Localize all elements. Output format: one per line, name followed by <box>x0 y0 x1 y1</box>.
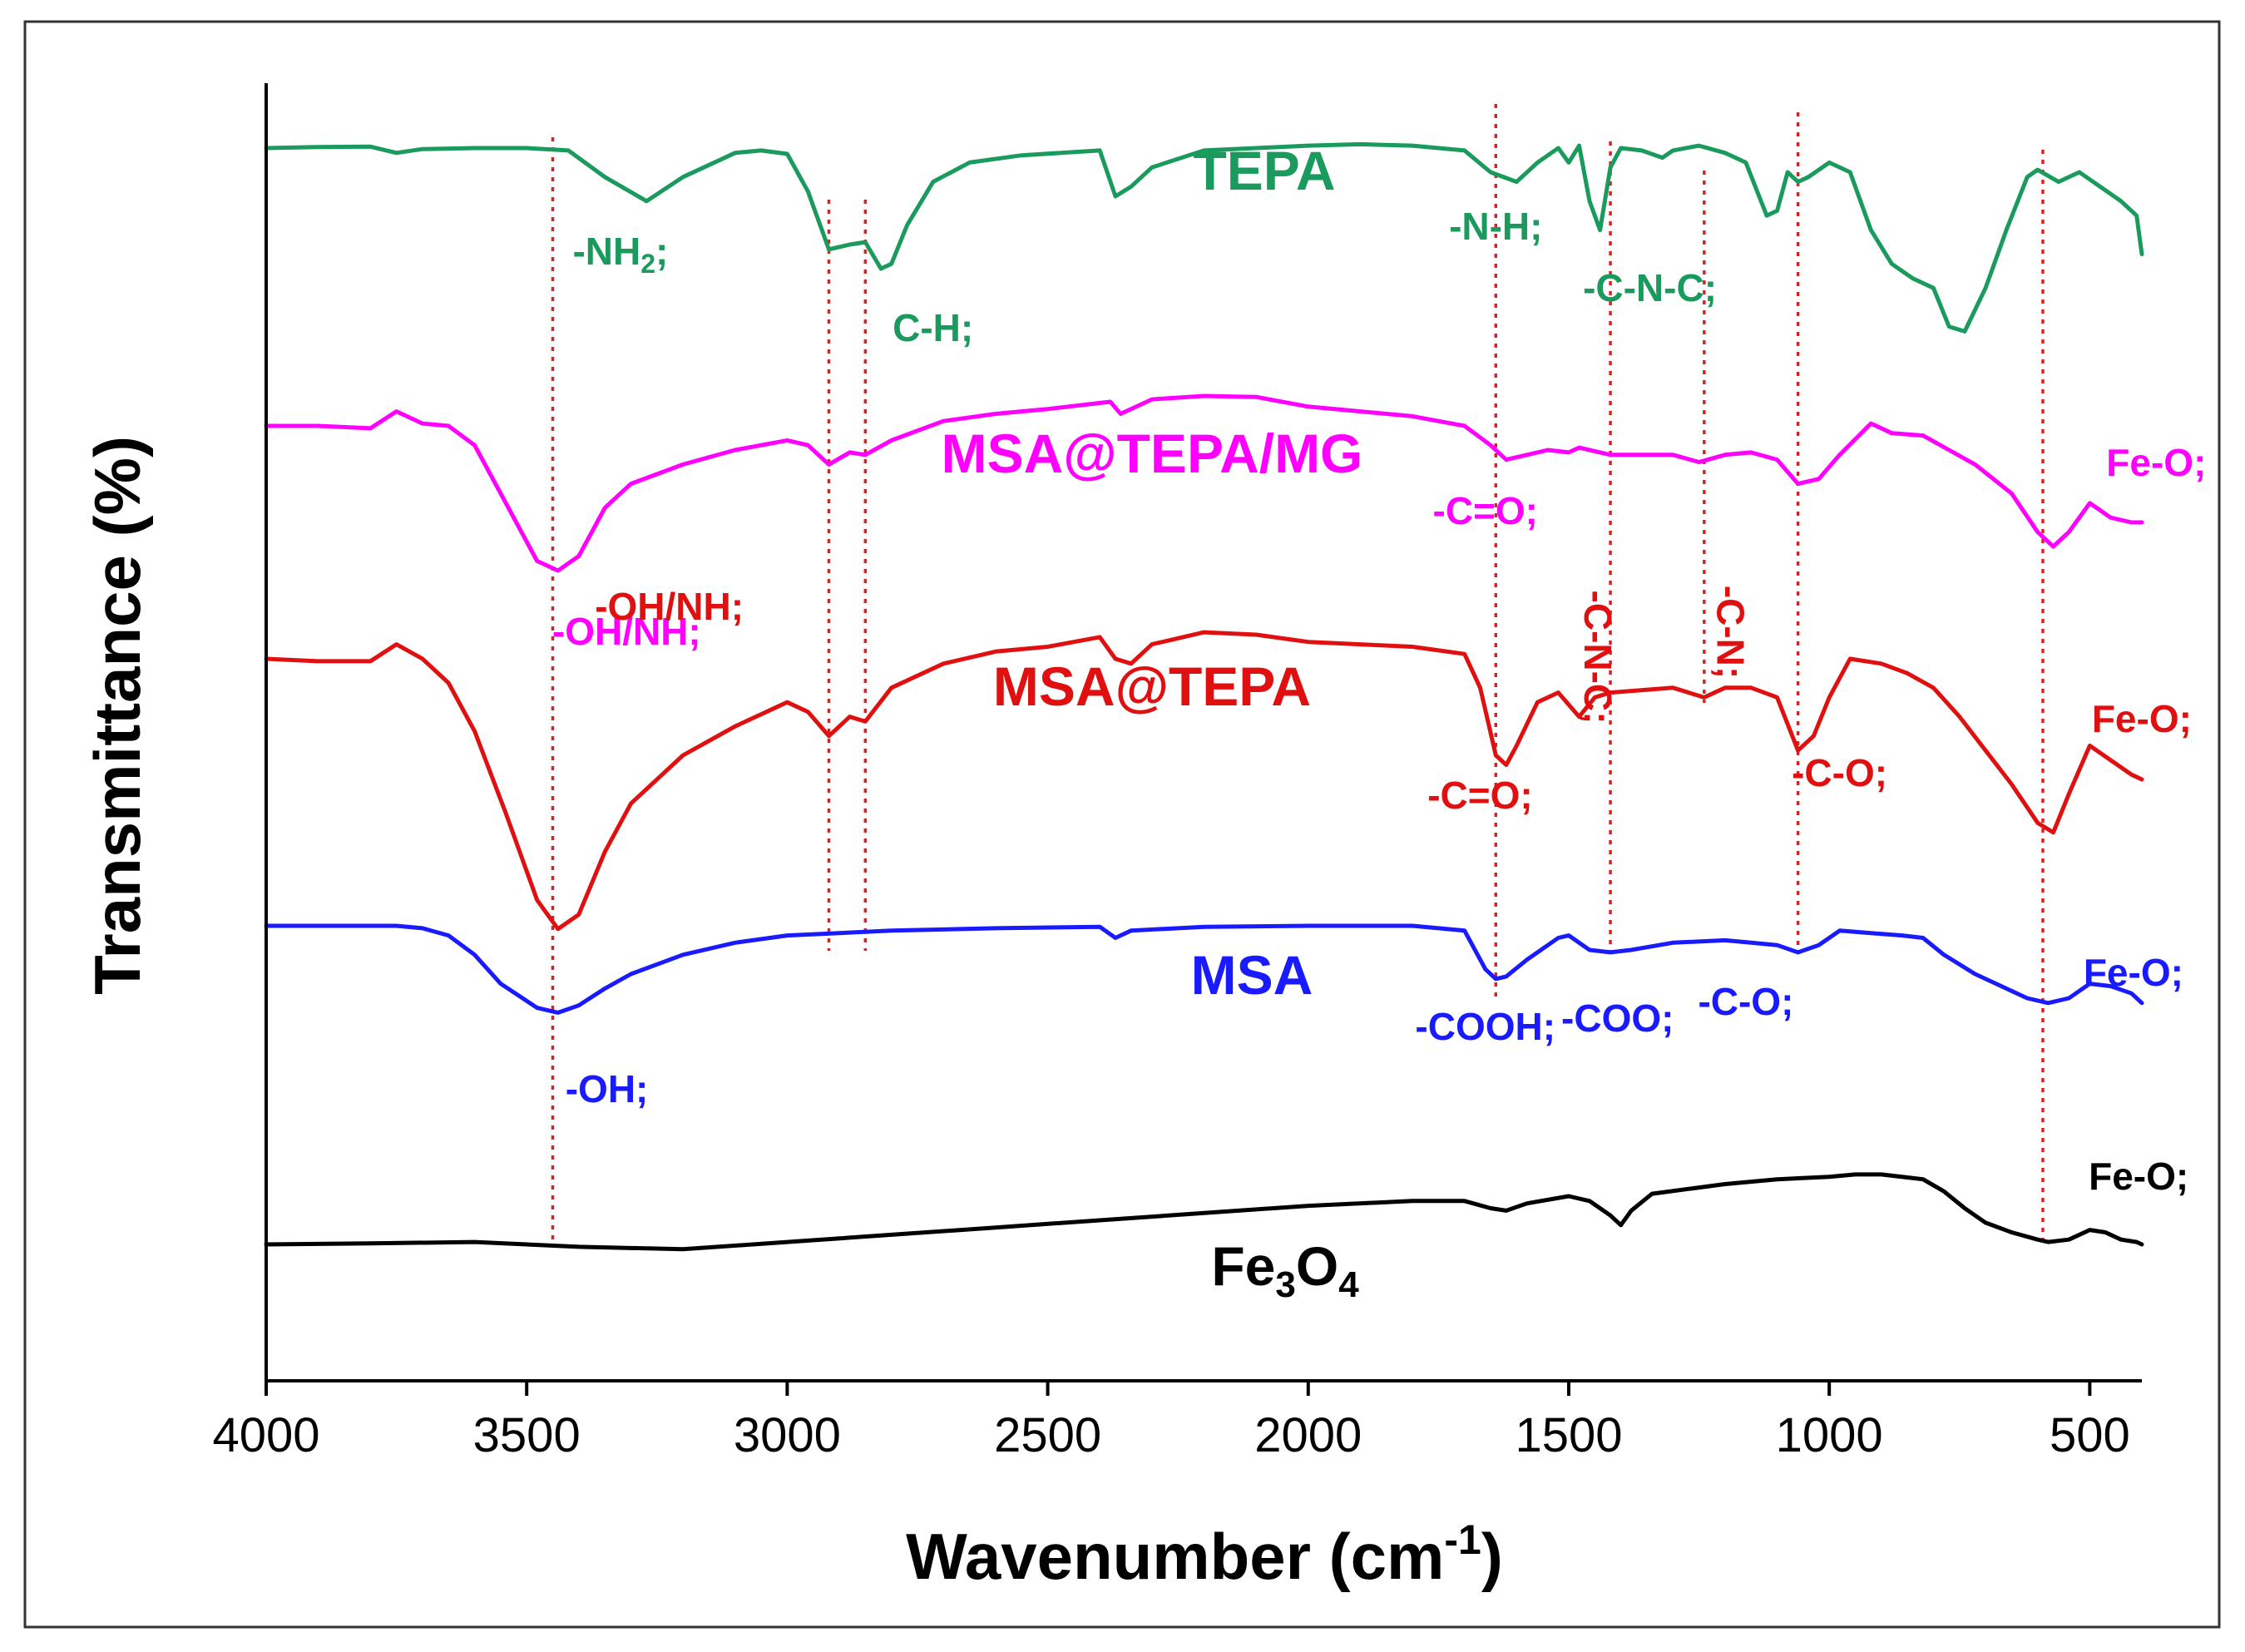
peak-annotation: -C=O; <box>1427 774 1533 817</box>
peak-annotation: -C-N-C; <box>1583 266 1717 309</box>
series-line <box>264 630 2144 932</box>
peak-annotation: C-H; <box>893 306 973 349</box>
x-tick-label: 3500 <box>473 1408 581 1462</box>
peak-annotation-text: -N-H; <box>1449 205 1542 248</box>
peak-annotation: -C-N; <box>1708 586 1752 679</box>
series-label-name: TEPA <box>1193 140 1335 201</box>
peak-annotation: -OH/NH; <box>595 585 744 628</box>
peak-annotation-text: -NH <box>572 230 640 273</box>
peak-annotation-text: Fe-O; <box>2084 951 2183 994</box>
x-axis-title-close: ) <box>1481 1520 1503 1593</box>
series-label-name: Fe <box>1211 1235 1275 1297</box>
x-tick-label: 2000 <box>1254 1408 1362 1462</box>
peak-annotation: Fe-O; <box>2089 1155 2188 1198</box>
x-tick-label: 4000 <box>212 1408 319 1462</box>
peak-annotation-text: Fe-O; <box>2106 441 2206 484</box>
x-axis-title-main: Wavenumber (cm <box>906 1520 1444 1593</box>
x-tick-label: 500 <box>2050 1408 2130 1462</box>
series-line <box>264 393 2144 573</box>
series-label-name: MSA@TEPA <box>993 655 1311 717</box>
series-label: TEPA <box>1193 140 1335 201</box>
peak-annotation: Fe-O; <box>2106 441 2206 484</box>
peak-annotation: -NH2; <box>572 230 668 279</box>
series-label: MSA <box>1191 944 1313 1006</box>
x-axis-title: Wavenumber (cm-1) <box>906 1516 1503 1593</box>
series-label-sub2: 4 <box>1338 1264 1359 1305</box>
y-axis-title: Transmittance (%) <box>81 436 154 995</box>
reference-lines <box>551 104 2045 1248</box>
x-axis-title-sup: -1 <box>1444 1516 1481 1563</box>
peak-annotation-text: -OH/NH; <box>552 610 701 653</box>
peak-annotation-text: -C-N; <box>1708 586 1752 679</box>
peak-annotation: -OH; <box>566 1067 649 1110</box>
series-label: MSA@TEPA/MG <box>942 423 1363 484</box>
x-tick-label: 2500 <box>994 1408 1101 1462</box>
peak-annotation-text: -C-N-C; <box>1583 266 1717 309</box>
peak-annotation: -C-N-C; <box>1576 591 1619 725</box>
peak-annotation: -C-O; <box>1698 980 1793 1023</box>
peak-annotation: -OH/NH; <box>552 610 701 653</box>
series-label-name: MSA@TEPA/MG <box>942 423 1363 484</box>
peak-annotation-text: -COO; <box>1561 997 1674 1040</box>
peak-annotations: -NH2; C-H; -N-H; -C-N-C; -OH/NH; -C=O; Fe-O; -O… <box>552 205 2207 1198</box>
peak-annotation: -COOH; <box>1415 1005 1555 1048</box>
peak-annotation-text: -C=O; <box>1427 774 1533 817</box>
peak-annotation: Fe-O; <box>2084 951 2183 994</box>
peak-annotation-text: -OH/NH; <box>595 585 744 628</box>
series-label-name: MSA <box>1191 944 1313 1006</box>
peak-annotation: Fe-O; <box>2092 697 2192 740</box>
peak-annotation-text: Fe-O; <box>2092 697 2192 740</box>
x-axis-ticks: 4000 3500 3000 2500 2000 1500 1000 500 <box>212 1381 2130 1462</box>
peak-annotation: -C-O; <box>1792 751 1887 794</box>
series-line <box>264 923 2144 1015</box>
figure-frame <box>23 20 2221 1629</box>
spectra-series <box>264 141 2144 1252</box>
peak-annotation-sub: 2 <box>640 249 655 279</box>
peak-annotation-text: C-H; <box>893 306 973 349</box>
peak-annotation-text: -C-N-C; <box>1576 591 1619 725</box>
peak-annotation-text: Fe-O; <box>2089 1155 2188 1198</box>
x-tick-label: 1500 <box>1515 1408 1622 1462</box>
series-label: MSA@TEPA <box>993 655 1311 717</box>
peak-annotation-text: -COOH; <box>1415 1005 1555 1048</box>
peak-annotation-text: -C-O; <box>1792 751 1887 794</box>
peak-annotation: -COO; <box>1561 997 1674 1040</box>
series-line <box>264 141 2144 334</box>
x-tick-label: 3000 <box>734 1408 841 1462</box>
peak-annotation-text: -C=O; <box>1433 489 1539 532</box>
series-line <box>264 1172 2144 1252</box>
peak-annotation: -N-H; <box>1449 205 1542 248</box>
x-tick-label: 1000 <box>1776 1408 1883 1462</box>
peak-annotation-tail: ; <box>655 230 668 273</box>
peak-annotation-text: -OH; <box>566 1067 649 1110</box>
series-label: Fe3O4 <box>1211 1235 1359 1305</box>
series-label-sub: 3 <box>1275 1264 1295 1305</box>
peak-annotation-text: -C-O; <box>1698 980 1793 1023</box>
series-labels: TEPA MSA@TEPA/MG MSA@TEPA MSA Fe3O4 <box>942 140 1363 1305</box>
peak-annotation: -C=O; <box>1433 489 1539 532</box>
series-label-tail: O <box>1296 1235 1338 1297</box>
